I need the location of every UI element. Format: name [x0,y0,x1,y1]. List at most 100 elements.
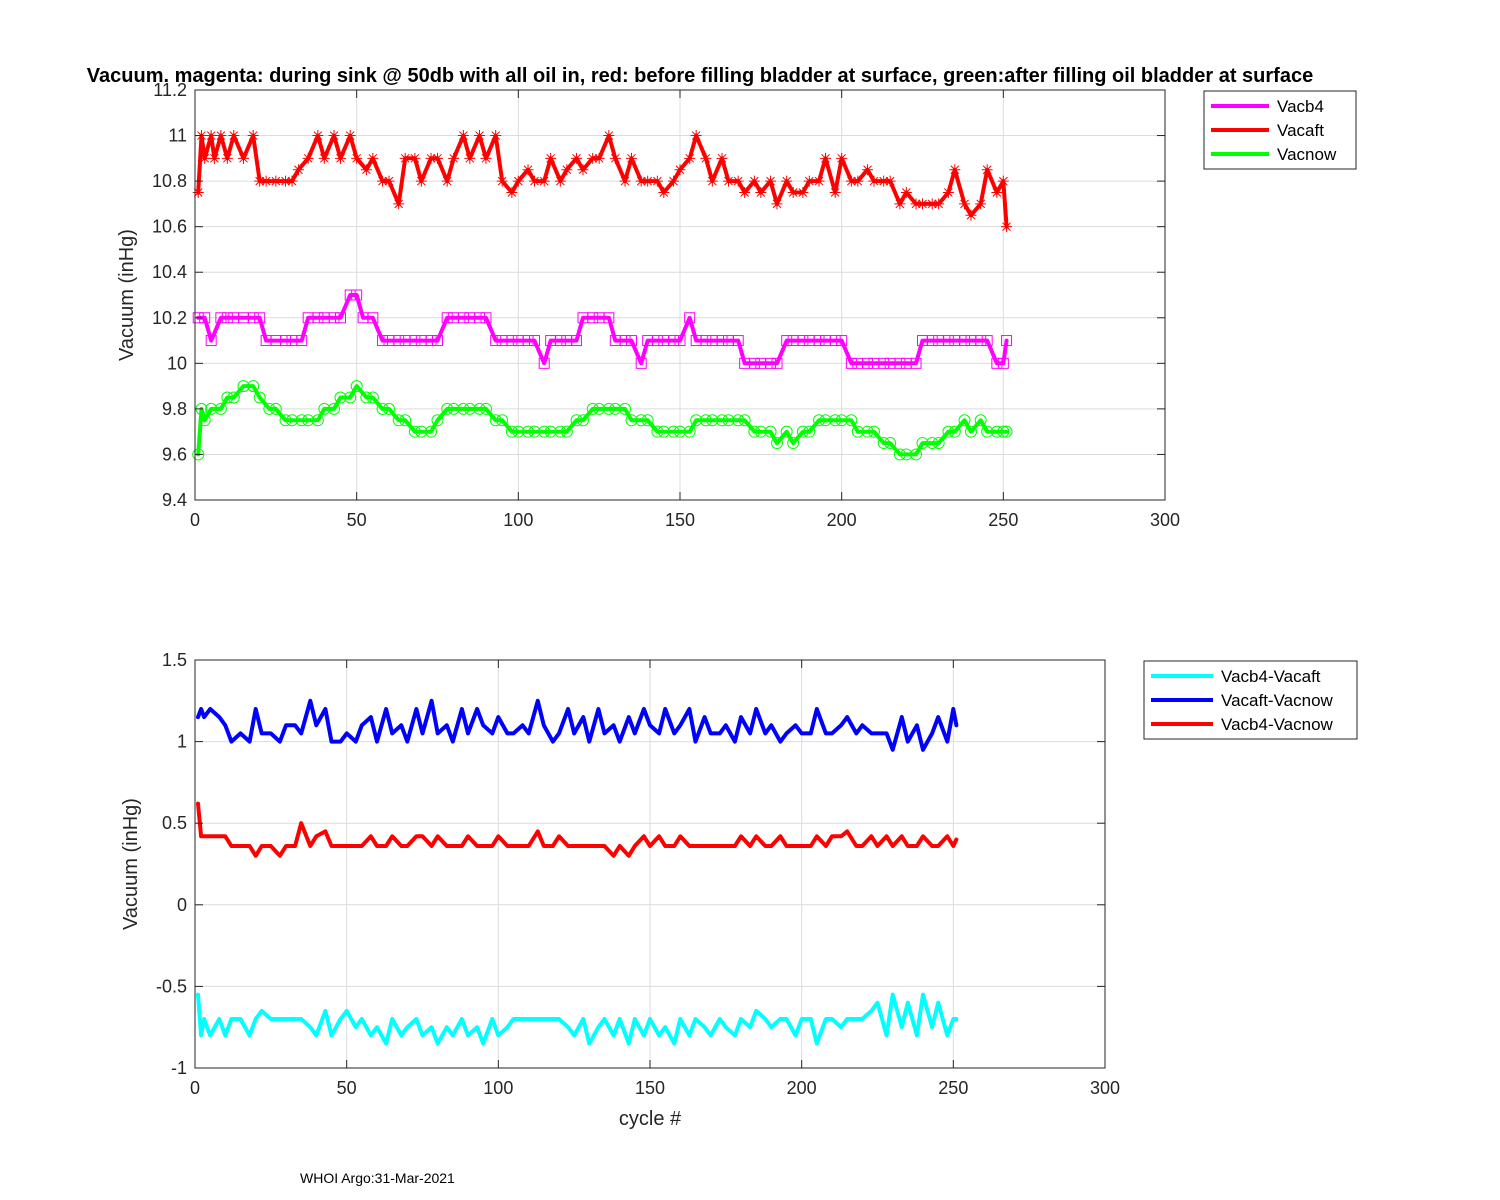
series-vacaft-point [292,164,304,176]
series-vacnow-point [625,414,638,427]
series-vacaft-point [797,187,809,198]
series-vacb4-point [474,312,486,324]
series-vacaft-point [205,130,217,142]
series-vacaft-point [377,175,389,187]
series-vacnow-point [609,402,622,415]
series-vacnow-point [586,402,599,415]
series-vacaft-point [506,187,518,198]
series-vacb4-point [797,335,809,347]
series-vacb4-point [626,335,637,347]
x-tick-label: 100 [483,1078,513,1098]
series-vacb4-point [668,335,680,347]
series-vacb4-point [619,335,631,347]
series-vacnow-point [754,425,767,438]
series-vacb4-point [280,335,292,347]
series-vacb4-point [506,335,518,347]
series-vacb4-point [684,312,696,324]
series-vacnow-point [796,425,809,438]
series-vacnow-point [227,391,240,404]
series-vacaft-point [609,152,621,164]
series-vacaft-point [910,198,922,210]
series-vacb4-vacaft-line [196,992,959,1046]
series-vacb4-point [522,335,534,347]
series-vacaft-vacnow-line [196,698,959,752]
series-vacaft-point [690,130,702,142]
series-vacaft-point [280,175,292,187]
y-tick-label: 0 [177,895,187,915]
series-vacnow-point [344,391,357,404]
series-vacnow-point [657,425,670,438]
series-vacnow-point [408,425,421,438]
legend-label: Vacaft-Vacnow [1221,691,1334,710]
y-tick-label: -0.5 [156,976,187,996]
series-vacnow-point [868,425,880,438]
series-vacaft-point [965,209,977,221]
series-vacaft-point [425,152,437,164]
series-vacaft-point [626,152,637,164]
series-vacaft-point [393,198,405,210]
series-vacnow-point [473,402,486,415]
series-vacnow-point [237,380,250,393]
series-vacnow-point [528,425,541,438]
series-vacaft-point [619,175,631,187]
series-vacnow-point [399,414,412,427]
series-vacnow-point [366,391,379,404]
series-vacaft-point [603,130,615,142]
series-vacb4-point [221,312,233,324]
series-vacb4-point [192,312,204,324]
series-vacb4-point [829,335,841,347]
series-vacnow-point [1000,425,1013,438]
series-vacaft-point [464,152,476,164]
series-vacaft-point [457,130,469,142]
series-vacnow-point [764,425,777,438]
series-vacb4-point [344,289,356,301]
series-vacb4-point [981,335,993,347]
series-vacnow-point [926,437,939,450]
series-vacaft-point [199,152,211,164]
series-vacnow-point [910,448,923,461]
series-vacnow-point [286,414,298,427]
series-vacnow-point [269,402,282,415]
y-tick-label: 1.5 [162,650,187,670]
series-vacaft-point [716,152,728,164]
series-vacaft-point [228,130,240,142]
series-vacb4-point [991,357,1003,369]
series-vacb4-point [651,335,663,347]
series-vacaft-point [432,152,443,164]
series-vacnow-point [932,437,945,450]
series-vacaft-point [900,187,912,198]
bottom-chart: 0 50 100 150 200 250 300 -1 -0.5 0 0.5 1 1.5 Vacuum (… [120,650,1358,1130]
series-vacnow-line [196,384,1009,457]
series-vacaft-point [260,175,272,187]
series-vacb4-point [845,357,857,369]
series-vacnow-point [247,380,260,393]
series-vacnow-point [489,414,502,427]
series-vacaft-point [490,130,502,142]
legend-label: Vacb4-Vacaft [1221,667,1321,686]
series-vacb4-point [732,335,744,347]
series-vacaft-point [755,187,767,198]
x-tick-label: 0 [190,510,200,530]
series-vacb4-vacnow-line [196,801,959,858]
series-vacnow-point [829,414,842,427]
series-vacaft-point [302,152,314,164]
series-vacnow-point [577,414,589,427]
x-tick-label: 0 [190,1078,200,1098]
series-vacnow-point [748,425,761,438]
series-vacnow-point [835,414,848,427]
series-vacb4-point [765,357,777,369]
series-vacnow-point [593,402,606,415]
series-vacnow-point [198,414,211,427]
series-vacaft-point [545,152,557,164]
series-vacnow-point [861,425,874,438]
series-vacnow-point [512,425,525,438]
series-vacb4-point [862,357,874,369]
series-vacnow-point [311,414,324,427]
x-tick-label: 250 [938,1078,968,1098]
series-vacaft-point [658,187,670,198]
series-vacnow-point [318,402,331,415]
series-vacnow-point [845,414,858,427]
x-axis-label: cycle # [619,1108,682,1130]
series-vacaft-point [383,175,395,187]
series-vacnow-point [263,402,276,415]
